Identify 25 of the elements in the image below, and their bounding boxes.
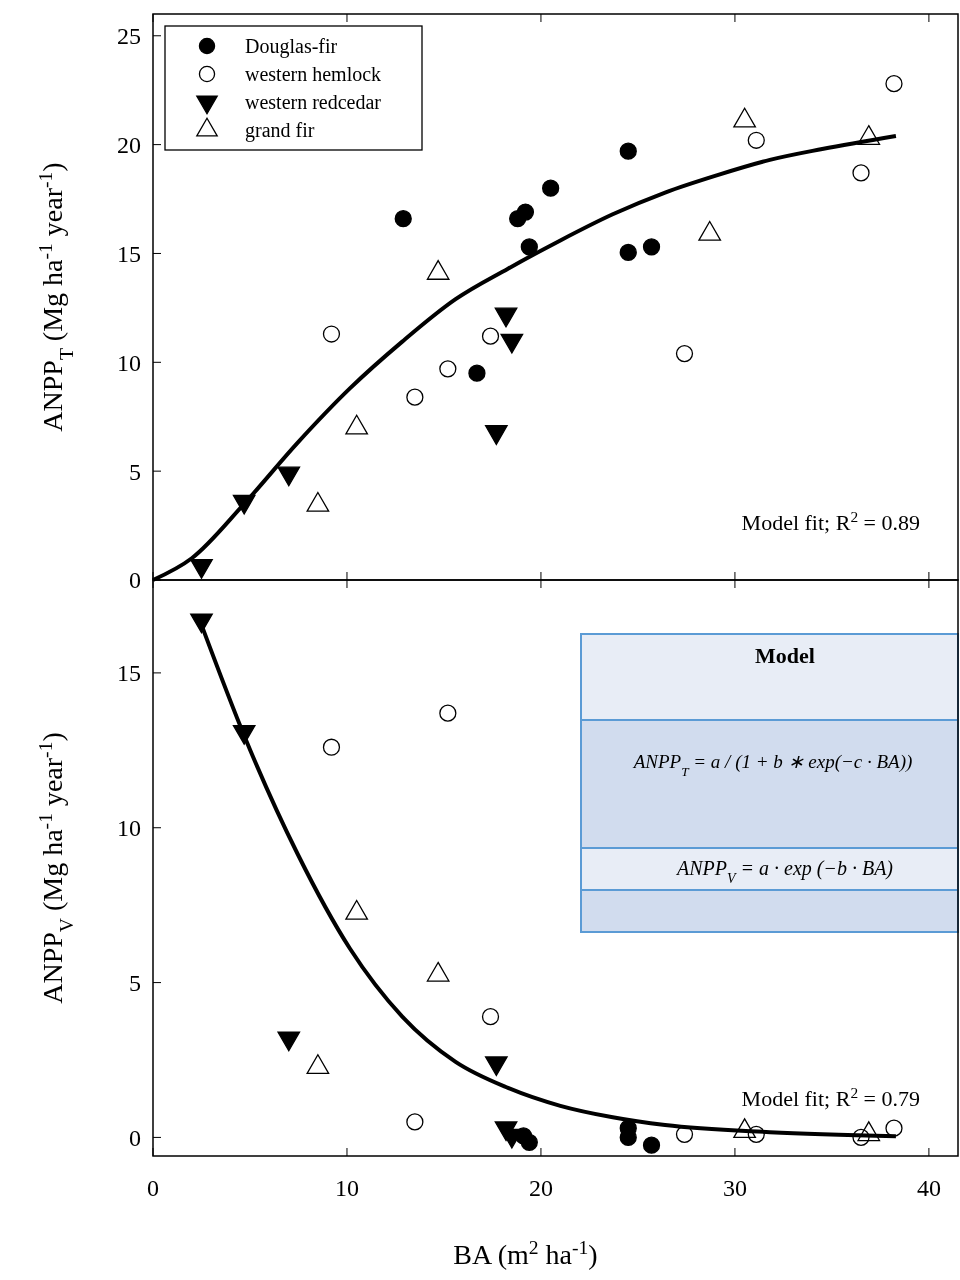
legend-label: Douglas-fir (245, 35, 338, 58)
x-tick-label: 10 (334, 1175, 359, 1201)
annotation: Model (755, 643, 815, 668)
legend-label: grand fir (245, 119, 315, 142)
annotation: Model fit; R$^{2}$ = 0.89 (741, 507, 920, 535)
y-tick-label: 10 (117, 815, 141, 842)
x-tick-label: 20 (528, 1175, 553, 1201)
y-tick-label: 20 (117, 132, 141, 159)
y-tick-label: 15 (117, 660, 141, 687)
legend-label: western redcedar (245, 91, 382, 113)
y-tick-label: 5 (129, 969, 141, 996)
annotation: ANPP$_{T}$ = a / (1 + b ∗ exp(−c · BA)) (631, 751, 913, 779)
y-tick-label: 0 (129, 1124, 141, 1151)
y-tick-label: 0 (129, 567, 141, 594)
y-tick-label: 15 (117, 240, 141, 267)
x-tick-label: 40 (916, 1175, 941, 1201)
y-tick-label: 5 (129, 458, 141, 485)
annotation: ANPP$_{V}$ = a · exp (−b · BA) (674, 857, 894, 886)
annotation: Model fit; R$^{2}$ = 0.79 (741, 1083, 920, 1111)
x-tick-label: 0 (147, 1175, 159, 1201)
x-tick-label: 30 (722, 1175, 747, 1201)
y-tick-label: 10 (117, 349, 141, 376)
x-axis-title: BA (m$^{2}$ ha$^{-1}$) (453, 1236, 598, 1270)
legend-label: western hemlock (245, 63, 382, 85)
y-tick-label: 25 (117, 23, 141, 50)
